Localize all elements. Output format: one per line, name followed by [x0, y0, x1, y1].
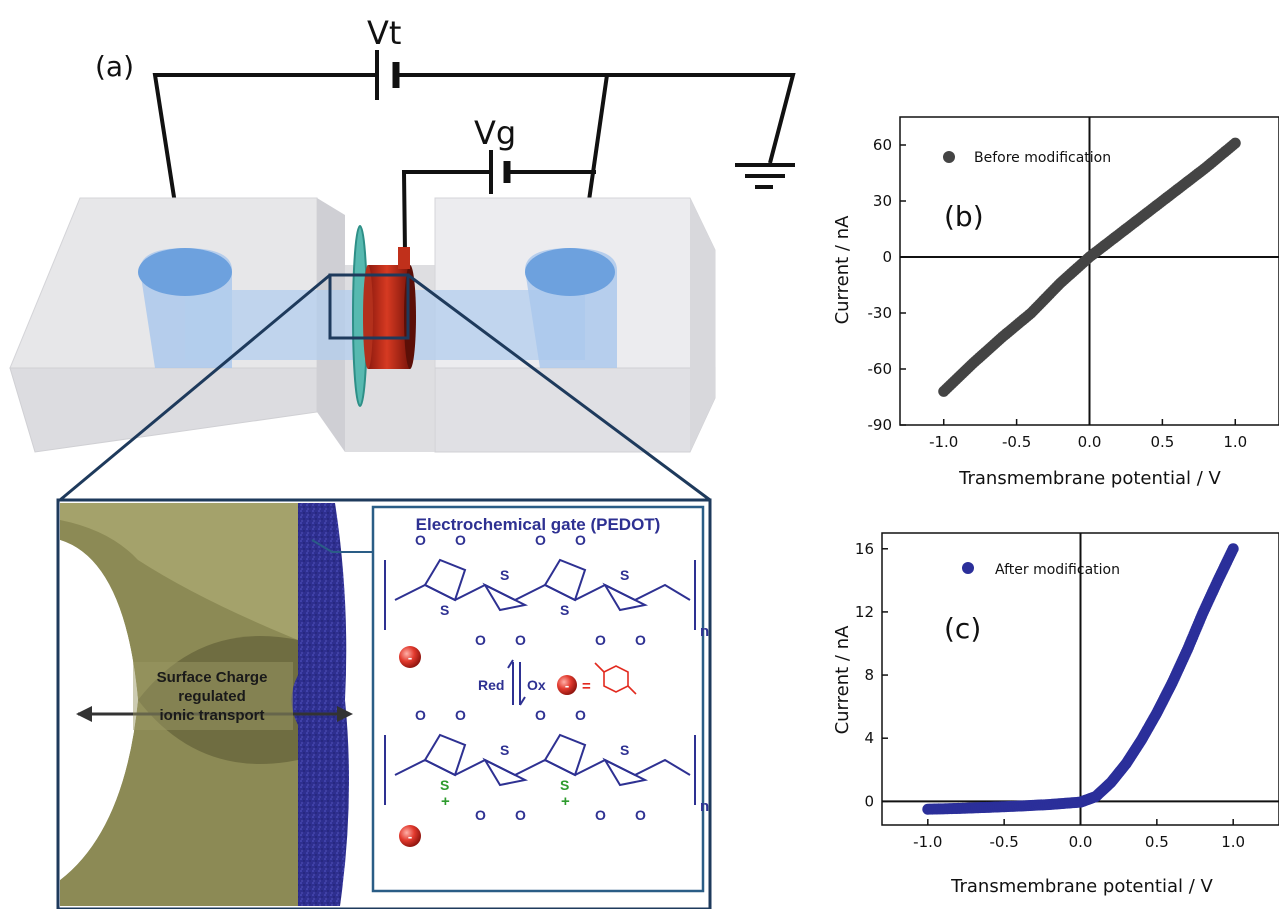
- chart-b-data-point: [1229, 137, 1241, 149]
- chart-b-panel-label: (b): [944, 200, 984, 233]
- pedot-reduced-structure: [384, 558, 696, 630]
- chart-c-ytick-label: 4: [864, 729, 874, 747]
- sulfur-labels: S S S S S S: [440, 567, 629, 758]
- zoom-box: [328, 273, 410, 340]
- chart-c-ylabel: Current / nA: [832, 625, 853, 735]
- svg-text:-: -: [565, 678, 569, 693]
- chart-b-xtick-label: 0.5: [1150, 433, 1174, 451]
- counterion-ball-bottom: [399, 825, 421, 847]
- svg-text:O: O: [415, 707, 426, 723]
- chart-b-ytick-label: 30: [873, 192, 892, 210]
- svg-text:O: O: [415, 532, 426, 548]
- svg-text:O: O: [455, 532, 466, 548]
- vg-label: Vg: [474, 114, 516, 152]
- redox-red-label: Red: [478, 677, 504, 693]
- battery-vt-symbol: [375, 50, 400, 100]
- svg-text:O: O: [455, 707, 466, 723]
- svg-text:S: S: [620, 742, 629, 758]
- chart-c-legend-marker: [962, 562, 974, 574]
- svg-text:S: S: [440, 602, 449, 618]
- chart-b-legend-label: Before modification: [974, 150, 1111, 166]
- zoom-inset: Surface Charge regulated ionic transport…: [56, 498, 712, 909]
- pedot-electrode: [363, 247, 416, 369]
- inset-title: Electrochemical gate (PEDOT): [416, 515, 661, 534]
- svg-text:O: O: [475, 632, 486, 648]
- svg-text:O: O: [535, 532, 546, 548]
- svg-text:S: S: [620, 567, 629, 583]
- surface-charge-line3: ionic transport: [159, 707, 264, 724]
- svg-text:S: S: [560, 602, 569, 618]
- battery-vg-symbol: [489, 150, 511, 194]
- equals-sign: =: [582, 678, 591, 695]
- panel-a-label: (a): [95, 50, 134, 83]
- chart-c-ytick-label: 0: [864, 792, 874, 810]
- pedot-layer: [291, 503, 349, 906]
- reservoir-right: [525, 248, 615, 296]
- counterion-ball-key: [557, 675, 577, 695]
- chart-b-xtick-label: 1.0: [1223, 433, 1247, 451]
- svg-text:O: O: [575, 532, 586, 548]
- svg-text:O: O: [575, 707, 586, 723]
- chart-c-ytick-label: 16: [855, 540, 874, 558]
- panel-a: (a) Vt Vg: [9, 14, 796, 909]
- chart-c-ytick-label: 12: [855, 603, 874, 621]
- plus-left: +: [441, 793, 450, 810]
- sulfur-cation-right: S: [560, 777, 569, 793]
- chart-b-ytick-label: 0: [882, 248, 892, 266]
- chart-c-data-point: [1227, 543, 1239, 555]
- chart-c-xlabel: Transmembrane potential / V: [950, 876, 1213, 897]
- chart-c-xtick-label: 0.5: [1145, 833, 1169, 851]
- chart-b-ytick-label: 60: [873, 136, 892, 154]
- redox-arrows: [507, 659, 526, 706]
- pedot-chemistry-box: [371, 505, 705, 893]
- chart-b: -1.0 -0.5 0.0 0.5 1.0 -90 -60 -30 0 30 60 Before m…: [832, 116, 1279, 489]
- plus-right: +: [561, 793, 570, 810]
- redox-ox-label: Ox: [527, 677, 546, 693]
- surface-charge-line2: regulated: [178, 688, 246, 705]
- reservoir-left: [138, 248, 232, 296]
- chart-b-legend-marker: [943, 151, 955, 163]
- svg-text:O: O: [475, 807, 486, 823]
- chart-b-ytick-label: -30: [868, 304, 893, 322]
- svg-text:O: O: [535, 707, 546, 723]
- svg-text:-: -: [408, 650, 412, 665]
- svg-text:O: O: [595, 807, 606, 823]
- chart-c-panel-label: (c): [944, 612, 981, 645]
- chart-c-xtick-label: -1.0: [913, 833, 942, 851]
- chart-c-xtick-label: 0.0: [1069, 833, 1093, 851]
- chart-b-xtick-label: -1.0: [929, 433, 958, 451]
- surface-charge-line1: Surface Charge: [157, 669, 268, 686]
- chart-b-xtick-label: -0.5: [1002, 433, 1031, 451]
- chart-b-xtick-label: 0.0: [1078, 433, 1102, 451]
- chart-c-xtick-label: -0.5: [990, 833, 1019, 851]
- ground-symbol: [735, 163, 795, 189]
- vt-label: Vt: [367, 14, 401, 52]
- chart-b-xlabel: Transmembrane potential / V: [958, 468, 1221, 489]
- svg-text:O: O: [635, 807, 646, 823]
- svg-text:O: O: [515, 632, 526, 648]
- svg-text:S: S: [500, 567, 509, 583]
- pedot-oxidized-structure: [384, 733, 696, 805]
- sulfur-cation-left: S: [440, 777, 449, 793]
- svg-text:O: O: [515, 807, 526, 823]
- chart-c-xtick-label: 1.0: [1221, 833, 1245, 851]
- oxygen-labels: O O O O O O O O O O O O O O O O: [415, 532, 646, 823]
- subscript-n-bottom: n: [700, 798, 709, 815]
- chart-b-ytick-label: -90: [868, 416, 893, 434]
- tosylate-structure: [594, 662, 637, 695]
- chart-c: -1.0 -0.5 0.0 0.5 1.0 0 4 8 12 16 After modificat…: [832, 532, 1279, 897]
- chart-c-legend-label: After modification: [995, 562, 1120, 578]
- svg-text:-: -: [408, 829, 412, 844]
- chart-c-ytick-label: 8: [864, 666, 874, 684]
- chart-b-ytick-label: -60: [868, 360, 893, 378]
- counterion-ball-top: [399, 646, 421, 668]
- svg-text:O: O: [635, 632, 646, 648]
- svg-text:O: O: [595, 632, 606, 648]
- svg-text:S: S: [500, 742, 509, 758]
- subscript-n-top: n: [700, 623, 709, 640]
- chart-b-ylabel: Current / nA: [832, 215, 853, 325]
